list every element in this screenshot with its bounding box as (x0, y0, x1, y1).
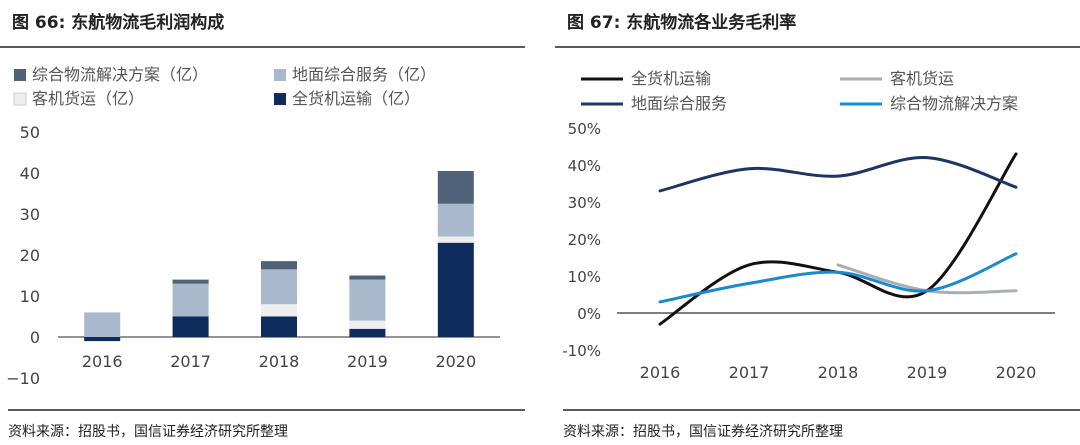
x-tick-label: 2019 (347, 352, 388, 371)
x-tick-label: 2020 (435, 352, 476, 371)
bar-segment (261, 316, 297, 337)
figure-66-caption: 东航物流毛利润构成 (71, 13, 225, 33)
y-tick-label: 50 (20, 123, 40, 142)
x-tick-label: 2018 (818, 363, 859, 382)
y-tick-label: 30% (568, 194, 601, 212)
legend-label: 地面综合服务（亿） (292, 65, 436, 84)
bar-segment (437, 203, 474, 237)
legend-label: 地面综合服务 (631, 94, 727, 113)
series-line (658, 156, 1018, 193)
bar-segment (437, 242, 474, 337)
y-tick-label: -10% (562, 342, 601, 360)
series-line (658, 152, 1018, 326)
y-tick-label: 10 (20, 287, 40, 306)
y-tick-label: −10 (6, 369, 40, 388)
y-tick-label: 10% (568, 268, 601, 286)
figure-67-caption: 东航物流各业务毛利率 (626, 13, 797, 33)
gross-profit-composition-panel: 图 66: 东航物流毛利润构成 综合物流解决方案（亿） 地面综合服务（亿） 客机货运… (0, 0, 525, 445)
legend-label: 全货机运输（亿） (292, 89, 420, 108)
bar-segment (172, 316, 209, 337)
y-tick-label: 30 (20, 205, 40, 224)
bar-segment (437, 170, 474, 204)
figure-66-title: 图 66: 东航物流毛利润构成 (0, 0, 525, 48)
y-tick-label: 40 (20, 164, 40, 183)
x-tick-label: 2019 (907, 363, 948, 382)
x-tick-label: 2017 (729, 363, 770, 382)
legend-label: 综合物流解决方案（亿） (32, 65, 208, 84)
bar-segment (261, 261, 297, 270)
bar-segment (172, 283, 209, 317)
figure-66-source: 资料来源：招股书，国信证券经济研究所整理 (8, 409, 525, 441)
bar-segment (349, 275, 386, 280)
legend-swatch (274, 93, 286, 105)
legend-swatch (13, 92, 27, 106)
series-line (658, 252, 1018, 304)
y-tick-label: 20% (568, 231, 601, 249)
bar-segment (261, 269, 297, 305)
bar-segment (349, 328, 386, 337)
gross-margin-panel: 图 67: 东航物流各业务毛利率 全货机运输 客机货运地面综合服务 综合物流解决方案… (555, 0, 1080, 445)
figure-66-number: 图 66: (12, 13, 66, 33)
x-tick-label: 2016 (82, 352, 123, 371)
legend-label: 综合物流解决方案 (890, 94, 1018, 113)
y-tick-label: 40% (568, 157, 601, 175)
bar-segment (349, 320, 386, 329)
y-tick-label: 0 (30, 328, 40, 347)
stacked-bar-chart: 综合物流解决方案（亿） 地面综合服务（亿） 客机货运（亿） 全货机运输（亿） 50 40 3… (6, 65, 500, 388)
legend-swatch (14, 69, 26, 81)
legend-label: 客机货运 (890, 69, 954, 88)
x-tick-label: 2016 (640, 363, 681, 382)
bar-segment (437, 236, 474, 243)
y-tick-label: 20 (20, 246, 40, 265)
legend-label: 客机货运（亿） (32, 89, 144, 108)
y-tick-label: 0% (577, 305, 601, 323)
bar-segment (261, 304, 297, 317)
x-tick-label: 2020 (996, 363, 1037, 382)
bar-segment (349, 279, 386, 321)
legend-label: 全货机运输 (631, 69, 711, 88)
legend-swatch (274, 69, 286, 81)
x-tick-label: 2017 (170, 352, 211, 371)
figure-67-source: 资料来源：招股书，国信证券经济研究所整理 (563, 409, 1080, 441)
bar-segment (84, 337, 121, 342)
figure-67-title: 图 67: 东航物流各业务毛利率 (555, 0, 1080, 48)
x-tick-label: 2018 (259, 352, 300, 371)
y-tick-label: 50% (568, 120, 601, 138)
bar-segment (172, 279, 209, 284)
figure-67-number: 图 67: (567, 13, 621, 33)
bar-segment (84, 312, 121, 337)
